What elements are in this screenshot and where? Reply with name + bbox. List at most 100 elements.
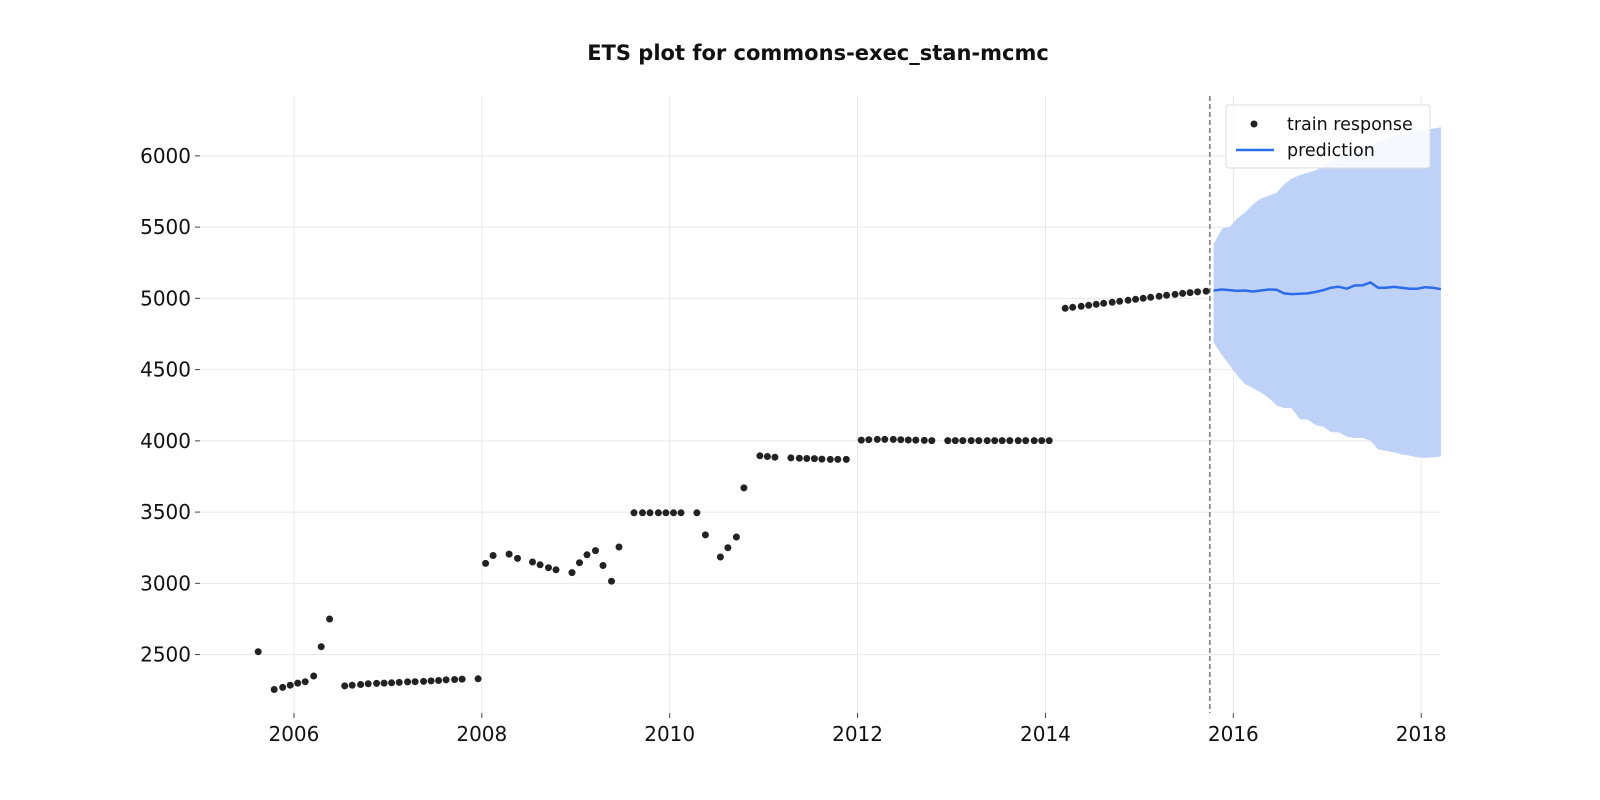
train-point (795, 454, 803, 462)
train-point (474, 675, 482, 683)
train-points (254, 287, 1210, 693)
train-point (677, 509, 685, 517)
train-point (1155, 292, 1163, 300)
train-point (818, 455, 826, 463)
train-point (928, 437, 936, 445)
grid-lines (200, 96, 1440, 713)
train-point (732, 533, 740, 541)
train-point (286, 681, 294, 689)
train-point (1092, 300, 1100, 308)
train-point (662, 509, 670, 517)
train-point (583, 551, 591, 559)
train-point (427, 677, 435, 685)
train-point (420, 677, 428, 685)
train-point (771, 453, 779, 461)
train-point (716, 553, 724, 561)
train-point (889, 435, 897, 443)
train-point (599, 562, 607, 569)
train-point (1061, 304, 1069, 312)
train-point (740, 484, 748, 492)
train-point (1077, 302, 1085, 310)
train-point (357, 681, 365, 688)
train-point (1186, 289, 1194, 297)
train-point (270, 686, 278, 693)
train-point (959, 437, 967, 445)
prediction-line-layer (1213, 281, 1442, 296)
train-point (279, 683, 287, 691)
train-point (1022, 437, 1030, 445)
train-point (724, 544, 732, 552)
train-point (373, 679, 381, 687)
train-point (873, 435, 881, 443)
train-point (763, 453, 771, 460)
train-point (1038, 437, 1046, 445)
train-point (756, 452, 764, 460)
prediction-interval (1213, 127, 1441, 458)
train-point (1147, 293, 1155, 301)
train-point (842, 455, 850, 463)
train-point (404, 678, 412, 686)
y-tick-label: 5000 (140, 286, 191, 310)
y-tick-label: 6000 (140, 144, 191, 168)
x-axis: 2006 2008 2010 2012 2014 2016 2018 (268, 713, 1447, 746)
train-point (380, 679, 388, 687)
train-point (1069, 303, 1077, 311)
train-point (529, 558, 536, 566)
train-point (1179, 289, 1187, 297)
train-point (1030, 437, 1038, 445)
train-point (310, 672, 318, 680)
train-point (787, 454, 795, 462)
train-point (1124, 296, 1132, 304)
train-point (897, 436, 905, 444)
train-point (967, 437, 975, 445)
train-point (514, 554, 521, 562)
train-point (254, 648, 262, 656)
train-point (1202, 287, 1210, 295)
train-point (834, 455, 842, 463)
y-tick-label: 3500 (140, 500, 191, 524)
train-point (826, 455, 834, 463)
x-tick-label: 2012 (832, 722, 883, 746)
train-point (592, 547, 599, 555)
train-point (1116, 297, 1124, 305)
train-point (326, 615, 334, 623)
train-point (630, 509, 638, 517)
x-tick-label: 2018 (1396, 722, 1447, 746)
train-point (395, 678, 403, 686)
x-tick-label: 2014 (1020, 722, 1071, 746)
x-tick-label: 2008 (456, 722, 507, 746)
train-point (857, 436, 865, 444)
y-tick-label: 3000 (140, 571, 191, 595)
legend-label-train: train response (1287, 115, 1413, 135)
train-point (1108, 298, 1116, 306)
train-point (951, 437, 959, 445)
train-point (364, 680, 372, 688)
train-point (654, 509, 662, 517)
train-point (576, 559, 583, 567)
train-point (639, 509, 646, 517)
train-point (348, 681, 356, 689)
train-point (1014, 437, 1022, 445)
train-point (301, 678, 309, 686)
train-point (545, 564, 552, 572)
prediction-line (1213, 281, 1442, 296)
train-point (1132, 295, 1140, 303)
train-point (1085, 301, 1093, 309)
train-point (317, 643, 325, 651)
train-point (411, 678, 419, 686)
legend: train response prediction (1225, 104, 1431, 169)
train-point (693, 509, 701, 517)
train-point (701, 531, 709, 539)
chart-title: ETS plot for commons-exec_stan-mcmc (587, 41, 1049, 65)
train-point (881, 435, 889, 443)
train-point (458, 675, 466, 683)
train-point (341, 682, 349, 690)
train-point (865, 436, 873, 444)
x-tick-label: 2016 (1208, 722, 1259, 746)
train-point (998, 437, 1006, 445)
train-point (810, 455, 818, 463)
train-point (505, 550, 513, 558)
y-tick-label: 4500 (140, 358, 191, 382)
legend-label-prediction: prediction (1287, 141, 1375, 161)
